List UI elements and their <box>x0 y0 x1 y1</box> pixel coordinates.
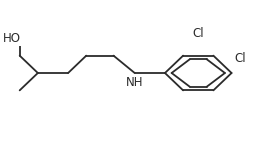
Text: Cl: Cl <box>192 27 204 40</box>
Text: HO: HO <box>3 32 21 45</box>
Text: Cl: Cl <box>235 52 246 65</box>
Text: NH: NH <box>126 76 144 89</box>
